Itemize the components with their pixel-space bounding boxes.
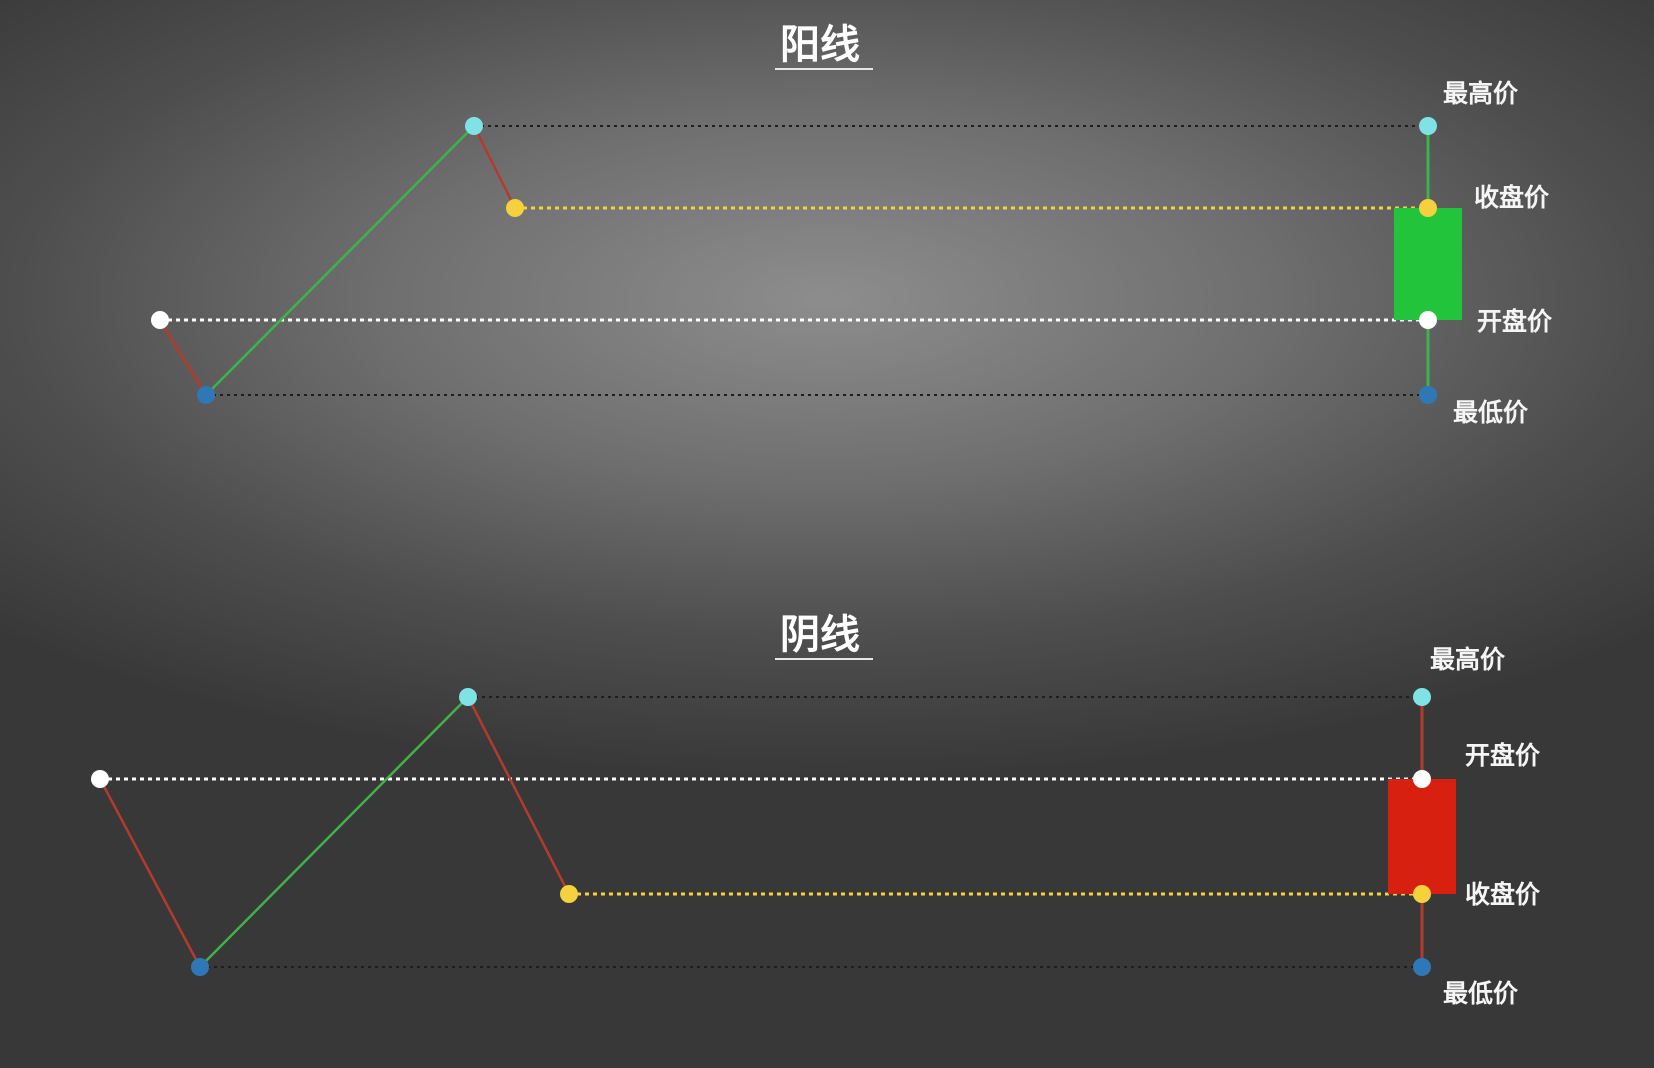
bearish-open-label: 开盘价 — [1465, 741, 1541, 770]
bearish-candle-close-dot — [1413, 885, 1431, 903]
bearish-candle-open-dot — [1413, 770, 1431, 788]
bullish-candle-open-dot — [1419, 311, 1437, 329]
bearish-path-high-dot — [459, 688, 477, 706]
bearish-path-low-to-high — [199, 696, 469, 968]
bearish-path-low-dot — [191, 958, 209, 976]
bearish-path-close-dot — [560, 885, 578, 903]
bullish-open-label: 开盘价 — [1477, 307, 1553, 336]
bullish-candle-high-dot — [1419, 117, 1437, 135]
bearish-path-high-to-close — [466, 696, 571, 895]
bearish-panel: 阴线 最高价 开盘价 收盘价 最低价 — [91, 612, 1541, 1008]
bullish-low-label: 最低价 — [1453, 398, 1529, 427]
bullish-panel: 阳线 最高价 收盘价 开盘价 最低价 — [151, 22, 1553, 427]
bullish-candle-low-dot — [1419, 386, 1437, 404]
bullish-path-low-dot — [197, 386, 215, 404]
bullish-path-close-dot — [506, 199, 524, 217]
bearish-title: 阴线 — [780, 612, 860, 658]
bullish-title: 阳线 — [780, 22, 860, 68]
bullish-candle-body — [1394, 208, 1462, 320]
bearish-path-open-to-low — [98, 778, 202, 968]
bearish-high-label: 最高价 — [1430, 645, 1506, 674]
bearish-path-open-dot — [91, 770, 109, 788]
bullish-path-open-dot — [151, 311, 169, 329]
bearish-candle-high-dot — [1413, 688, 1431, 706]
bullish-path-low-to-high — [205, 125, 475, 396]
bullish-candle-close-dot — [1419, 199, 1437, 217]
bullish-path-high-dot — [465, 117, 483, 135]
bearish-candle-body — [1388, 779, 1456, 894]
bullish-path-high-to-close — [472, 125, 517, 209]
bearish-low-label: 最低价 — [1443, 979, 1519, 1008]
bullish-path-open-to-low — [158, 319, 208, 396]
bullish-close-label: 收盘价 — [1474, 183, 1550, 212]
bearish-close-label: 收盘价 — [1465, 880, 1541, 909]
bearish-candle-low-dot — [1413, 958, 1431, 976]
bullish-high-label: 最高价 — [1443, 79, 1519, 108]
